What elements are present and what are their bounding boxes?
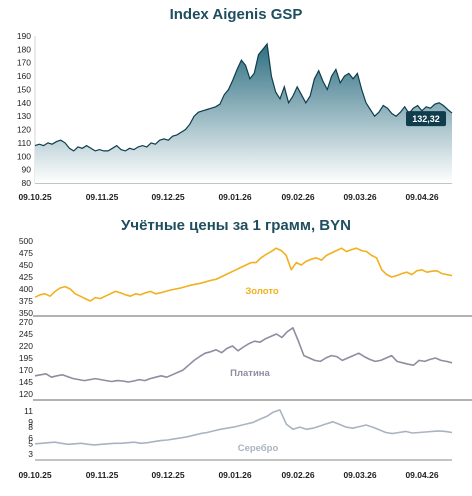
y-tick-label: 5	[28, 438, 33, 448]
y-tick-label: 450	[19, 260, 33, 270]
chart-title-index: Index Aigenis GSP	[169, 6, 303, 23]
x-tick-label: 09.03.26	[343, 470, 376, 480]
y-tick-label: 80	[22, 178, 32, 188]
y-tick-label: 500	[19, 236, 33, 246]
x-tick-label: 09.02.26	[281, 470, 314, 480]
y-tick-label: 400	[19, 284, 33, 294]
y-tick-label: 190	[17, 31, 31, 41]
series-line-0	[34, 247, 453, 302]
x-tick-label: 09.01.26	[218, 192, 251, 202]
y-tick-label: 195	[19, 353, 33, 363]
series-line-1	[34, 326, 453, 383]
y-tick-label: 270	[19, 317, 33, 327]
chart-title-prices: Учётные цены за 1 грамм, BYN	[121, 217, 351, 234]
y-tick-label: 245	[19, 329, 33, 339]
y-tick-label: 375	[19, 296, 33, 306]
y-tick-label: 170	[17, 58, 31, 68]
x-tick-label: 09.10.25	[18, 470, 51, 480]
y-tick-label: 120	[17, 125, 31, 135]
y-tick-label: 120	[19, 389, 33, 399]
y-tick-label: 140	[17, 98, 31, 108]
y-tick-label: 145	[19, 377, 33, 387]
series-line-2	[34, 409, 453, 446]
y-tick-label: 160	[17, 71, 31, 81]
series-label: Платина	[230, 368, 270, 379]
y-tick-label: 170	[19, 365, 33, 375]
y-tick-label: 11	[24, 406, 33, 416]
x-tick-label: 09.11.25	[86, 192, 119, 202]
x-tick-label: 09.04.26	[405, 470, 438, 480]
y-tick-label: 110	[17, 138, 31, 148]
y-tick-label: 220	[19, 341, 33, 351]
series-label: Серебро	[238, 443, 279, 454]
x-tick-label: 09.02.26	[281, 192, 314, 202]
last-value-badge	[406, 111, 446, 127]
index-area-fill	[35, 44, 452, 183]
y-tick-label: 425	[19, 272, 33, 282]
y-tick-label: 475	[19, 248, 33, 258]
x-tick-label: 09.03.26	[343, 192, 376, 202]
y-tick-label: 6	[28, 433, 33, 443]
x-tick-label: 09.04.26	[405, 192, 438, 202]
series-label: Золото	[245, 286, 279, 297]
last-value-text: 132,32	[412, 114, 440, 124]
y-tick-label: 130	[17, 111, 31, 121]
y-tick-label: 180	[17, 44, 31, 54]
y-tick-label: 150	[17, 84, 31, 94]
x-tick-label: 09.12.25	[151, 192, 184, 202]
y-tick-label: 3	[28, 449, 33, 459]
x-tick-label: 09.10.25	[18, 192, 51, 202]
y-tick-label: 100	[17, 151, 31, 161]
x-tick-label: 09.12.25	[151, 470, 184, 480]
y-tick-label: 9	[28, 417, 33, 427]
index-line	[34, 42, 453, 152]
x-tick-label: 09.01.26	[218, 470, 251, 480]
y-tick-label: 350	[19, 308, 33, 318]
y-tick-label: 8	[28, 422, 33, 432]
y-tick-label: 90	[22, 165, 32, 175]
x-tick-label: 09.11.25	[86, 470, 119, 480]
